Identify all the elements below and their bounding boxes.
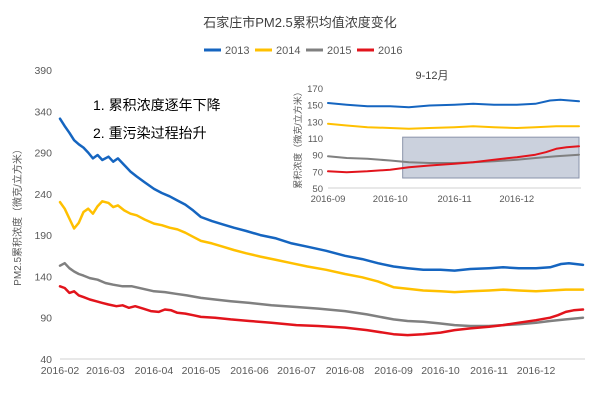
- inset-title: 9-12月: [415, 70, 448, 82]
- inset-y-tick-label: 110: [308, 134, 323, 145]
- legend-label-2014: 2014: [276, 45, 300, 57]
- main-x-tick-label: 2016-09: [374, 365, 413, 377]
- inset-plot-area: 50 70 90 110 130 150 170 2016-09 2016-10 2016-11 2…: [307, 84, 581, 205]
- inset-series-line-2013: [327, 98, 580, 109]
- inset-y-tick-label: 150: [307, 101, 323, 112]
- inset-background: [290, 62, 586, 208]
- inset-x-tick-label: 2016-12: [499, 194, 534, 205]
- inset-x-tick-label: 2016-09: [311, 194, 346, 205]
- inset-y-tick-label: 70: [312, 167, 323, 178]
- legend-label-2015: 2015: [327, 45, 351, 57]
- main-plot-area: 40 90 140 190 240 290 340 390 2016-02 2016-03 2016…: [34, 65, 585, 377]
- legend-item-2013: 2013: [204, 45, 249, 57]
- chart-title: 石家庄市PM2.5累积均值浓度变化: [203, 15, 397, 30]
- legend-item-2015: 2015: [306, 45, 351, 57]
- inset-chart: 9-12月 累积浓度（微克/立方米） 50 70 90 110 130 150 170 201…: [290, 62, 586, 208]
- main-series-line-2015: [58, 261, 585, 328]
- main-y-tick-label: 240: [34, 189, 52, 201]
- legend-label-2016: 2016: [378, 45, 402, 57]
- legend-item-2016: 2016: [357, 45, 402, 57]
- main-x-tick-label: 2016-11: [470, 365, 508, 377]
- annotation-2: 2. 重污染过程抬升: [93, 125, 207, 141]
- inset-x-tick-label: 2016-11: [437, 194, 471, 205]
- inset-series-line-2016: [327, 145, 580, 174]
- inset-x-tick-label: 2016-10: [373, 194, 408, 205]
- main-x-tick-label: 2016-02: [41, 365, 80, 377]
- main-y-tick-label: 390: [34, 65, 52, 77]
- inset-series-line-2014: [327, 122, 580, 130]
- inset-y-tick-label: 130: [307, 117, 323, 128]
- inset-y-tick-label: 50: [312, 184, 323, 195]
- annotation-1: 1. 累积浓度逐年下降: [93, 97, 221, 113]
- inset-y-tick-label: 90: [312, 151, 323, 162]
- main-y-tick-label: 340: [34, 106, 52, 118]
- main-y-tick-label: 140: [34, 271, 52, 283]
- inset-y-axis-title: 累积浓度（微克/立方米）: [292, 87, 303, 189]
- main-x-tick-label: 2016-12: [517, 365, 556, 377]
- main-x-tick-label: 2016-08: [326, 365, 365, 377]
- legend-label-2013: 2013: [225, 45, 249, 57]
- main-x-tick-label: 2016-05: [182, 365, 221, 377]
- inset-y-tick-label: 170: [307, 84, 323, 95]
- main-series-line-2016: [58, 285, 585, 337]
- main-x-tick-label: 2016-03: [86, 365, 125, 377]
- main-series-line-2013: [58, 117, 585, 272]
- main-y-tick-label: 90: [40, 313, 52, 325]
- legend-item-2014: 2014: [255, 45, 300, 57]
- main-y-tick-label: 290: [34, 148, 52, 160]
- legend: 2013 2014 2015 2016: [204, 45, 402, 57]
- main-x-tick-label: 2016-06: [230, 365, 269, 377]
- main-x-tick-label: 2016-07: [277, 365, 316, 377]
- main-y-axis-title: PM2.5累积浓度（微克/立方米）: [11, 144, 24, 286]
- main-y-tick-label: 40: [40, 354, 52, 366]
- main-series-line-2014: [58, 200, 585, 294]
- main-x-tick-label: 2016-04: [135, 365, 174, 377]
- main-x-tick-label: 2016-10: [421, 365, 460, 377]
- main-y-tick-label: 190: [34, 230, 52, 242]
